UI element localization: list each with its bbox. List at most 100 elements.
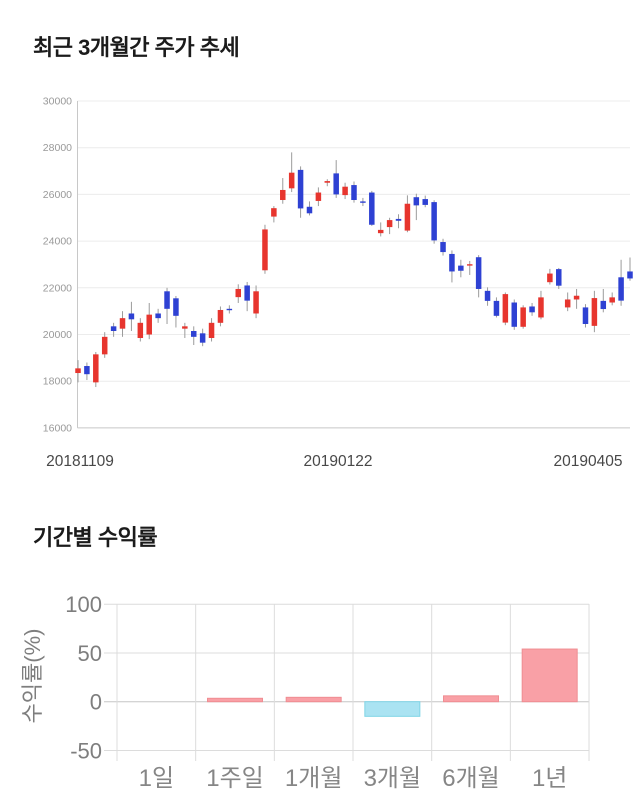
candle-body-down [431, 202, 437, 241]
candle-body-up [271, 208, 277, 217]
candle [413, 193, 420, 221]
candle-body-down [164, 291, 170, 309]
candle [297, 166, 304, 218]
candle [190, 326, 197, 346]
candle-body-up [591, 298, 598, 326]
candle [360, 197, 366, 207]
candle [235, 284, 242, 303]
candle [582, 304, 589, 328]
y-axis-tick-label: 50 [78, 641, 102, 666]
candle-body-down [556, 269, 562, 286]
candle [466, 260, 473, 275]
candle-body-down [155, 313, 161, 319]
candle [484, 287, 491, 306]
candle-body-down [618, 277, 624, 301]
candle-body-down [306, 206, 313, 214]
candle-body-up [564, 299, 571, 308]
candle [377, 222, 384, 237]
candle [422, 195, 428, 208]
candle [520, 305, 526, 329]
candle [137, 318, 144, 342]
y-axis-tick-label: 20000 [43, 329, 72, 341]
candle-body-up [93, 354, 99, 383]
candle [440, 238, 446, 256]
candle [253, 285, 259, 319]
candle-body-down [173, 298, 179, 316]
candle-body-down [190, 330, 197, 337]
candle [93, 352, 99, 388]
y-axis-tick-label: 26000 [43, 189, 72, 201]
candle-body-up [119, 318, 126, 329]
candle [164, 287, 170, 324]
candle-body-up [377, 229, 384, 234]
candle [538, 290, 544, 320]
candle [556, 267, 562, 289]
return-bar-negative [364, 701, 421, 717]
candle [146, 302, 152, 340]
candle [618, 259, 624, 306]
candle-body-up [182, 326, 188, 329]
returns-bar-chart: 100 50 0 -50 수익률(%) 1일 1주일 1개월 3개월 6개월 1년 [20, 592, 590, 792]
candle [458, 259, 464, 278]
y-axis-tick-label: 18000 [43, 376, 72, 388]
candle [511, 299, 518, 330]
candle-body-up [315, 192, 322, 201]
candle-body-up [235, 288, 242, 298]
candle-body-down [458, 265, 464, 271]
candle-body-down [422, 199, 428, 205]
candle-body-up [101, 336, 108, 355]
candle [262, 224, 268, 274]
price-candlestick-chart: 30000 28000 26000 24000 22000 20000 18000 16000… [43, 96, 633, 470]
candle [475, 255, 482, 298]
candle-body-up [75, 368, 81, 374]
candle-body-up [502, 294, 509, 323]
y-axis-tick-label: -50 [70, 738, 102, 763]
candle-body-up [609, 297, 615, 303]
candle-body-down [351, 185, 357, 201]
candle [404, 195, 411, 233]
candle [627, 257, 633, 281]
candle [386, 217, 393, 235]
candle-body-up [146, 314, 152, 335]
candle [101, 332, 108, 358]
y-axis-title: 수익률(%) [20, 629, 45, 724]
price-trend-title: 최근 3개월간 주가 추세 [33, 35, 240, 60]
x-axis-category-label: 6개월 [442, 765, 500, 792]
candle [609, 292, 615, 306]
candle [217, 306, 224, 327]
return-bar-positive [285, 696, 342, 703]
x-axis-category-label: 1개월 [285, 765, 343, 792]
x-axis-date-label: 20181109 [46, 453, 114, 470]
candle [395, 214, 402, 229]
candle-body-down [627, 271, 633, 279]
candle [351, 181, 357, 203]
candle-body-down [600, 300, 607, 310]
candle-body-down [475, 257, 482, 289]
candle [564, 292, 571, 312]
candle [600, 288, 607, 313]
candle-body-down [369, 192, 375, 225]
candle-body-up [404, 203, 411, 231]
candle-body-down [493, 300, 500, 316]
x-axis-date-label: 20190405 [554, 453, 623, 470]
candle-body-up [573, 295, 580, 300]
candle-body-down [297, 169, 304, 209]
y-axis-tick-label: 16000 [43, 422, 72, 434]
candle-body-up [324, 181, 331, 183]
candle [208, 318, 215, 342]
candle-body-down [360, 201, 366, 203]
candle [529, 302, 535, 316]
candle-body-down [529, 306, 535, 313]
candle-body-up [262, 229, 268, 271]
candle [110, 322, 117, 337]
candle [173, 295, 179, 328]
candle [493, 297, 500, 318]
candle-body-down [449, 253, 455, 272]
candle-body-up [342, 186, 348, 196]
candle [199, 328, 206, 347]
candle [280, 178, 286, 204]
candle [226, 305, 233, 314]
candle [271, 206, 277, 223]
candle [306, 201, 313, 216]
candle [84, 362, 90, 381]
